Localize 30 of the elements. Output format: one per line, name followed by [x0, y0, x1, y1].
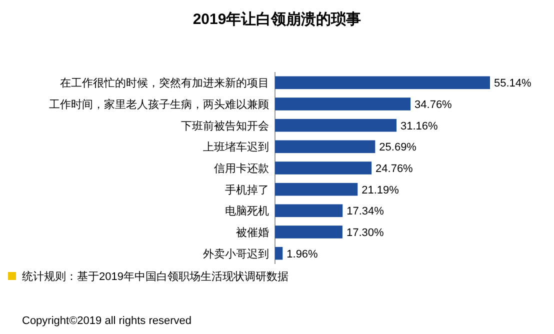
bar — [275, 204, 343, 218]
y-tick-label: 手机掉了 — [225, 183, 269, 196]
data-label: 17.34% — [346, 206, 384, 218]
data-label: 25.69% — [379, 142, 417, 154]
y-tick-label: 上班堵车迟到 — [203, 140, 269, 154]
data-label: 1.96% — [286, 248, 318, 260]
text: 统计规则：基于2019年中国白领职场生活现状调研数据 — [22, 270, 288, 283]
bar — [275, 76, 490, 90]
data-label: 24.76% — [376, 163, 414, 175]
bar — [275, 118, 396, 132]
y-tick-label: 在工作很忙的时候，突然有加进来新的项目 — [60, 76, 269, 90]
y-tick-label: 工作时间，家里老人孩子生病，两头难以兼顾 — [49, 98, 269, 111]
bar — [275, 140, 376, 154]
data-label: 34.76% — [414, 99, 452, 111]
y-tick-label: 下班前被告知开会 — [181, 119, 269, 132]
text: Copyright©2019 all rights reserved — [22, 315, 192, 327]
y-tick-label: 被催婚 — [236, 226, 269, 239]
y-tick-label: 外卖小哥迟到 — [203, 247, 269, 260]
data-label: 17.30% — [346, 227, 384, 239]
y-tick-label: 电脑死机 — [225, 204, 269, 218]
chart-title: 2019年让白领崩溃的琐事 — [192, 11, 362, 28]
y-tick-label: 信用卡还款 — [214, 162, 269, 175]
data-label: 31.16% — [400, 120, 438, 132]
data-label: 55.14% — [494, 78, 532, 90]
bar — [275, 246, 283, 260]
bar — [275, 98, 411, 110]
bar — [275, 162, 372, 174]
bar — [275, 226, 342, 238]
data-label: 21.19% — [362, 184, 400, 196]
bar — [275, 182, 358, 196]
